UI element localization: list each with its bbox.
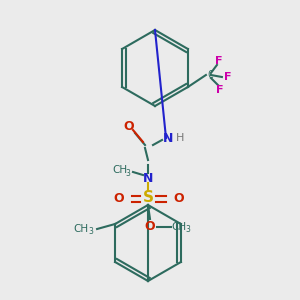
Text: CH: CH (112, 165, 128, 175)
Text: N: N (163, 131, 173, 145)
Text: O: O (114, 191, 124, 205)
Text: O: O (145, 220, 155, 233)
Text: F: F (224, 72, 232, 82)
Text: CH: CH (74, 224, 89, 234)
Text: H: H (176, 133, 184, 143)
Text: C: C (207, 70, 213, 80)
Text: N: N (143, 172, 153, 184)
Text: F: F (216, 85, 224, 95)
Text: O: O (174, 191, 184, 205)
Text: 3: 3 (126, 169, 130, 178)
Text: CH: CH (171, 222, 187, 232)
Text: F: F (215, 56, 223, 66)
Text: 3: 3 (186, 226, 190, 235)
Text: 3: 3 (89, 227, 94, 236)
Text: O: O (124, 119, 134, 133)
Text: S: S (142, 190, 154, 206)
